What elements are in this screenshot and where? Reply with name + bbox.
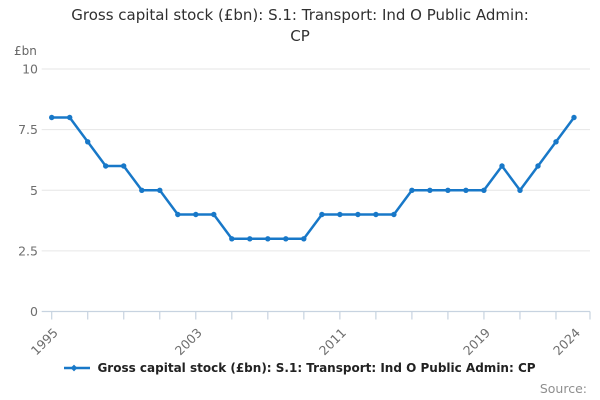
x-tick-label: 2011 — [316, 325, 349, 358]
data-point — [301, 236, 307, 242]
y-tick-label: 10 — [22, 62, 38, 77]
data-point — [67, 114, 73, 121]
legend-line-marker-icon — [64, 364, 91, 372]
data-point — [49, 114, 55, 121]
x-tick-label: 2019 — [460, 325, 493, 358]
x-tick-label: 2024 — [550, 325, 583, 358]
y-tick-label: 5 — [30, 183, 38, 198]
data-point — [265, 236, 271, 242]
legend[interactable]: Gross capital stock (£bn): S.1: Transpor… — [0, 361, 600, 375]
data-point — [139, 187, 145, 193]
data-point — [85, 139, 91, 145]
data-point — [463, 187, 469, 193]
data-point — [355, 211, 361, 218]
data-point — [481, 187, 487, 193]
data-point — [517, 187, 523, 193]
data-point — [211, 211, 217, 218]
data-point — [247, 236, 253, 242]
data-point — [283, 236, 289, 242]
y-axis-unit-label: £bn — [14, 44, 37, 58]
data-point — [157, 187, 163, 193]
data-point — [337, 211, 343, 218]
series-line — [50, 116, 576, 241]
data-point — [445, 187, 451, 193]
data-point — [175, 211, 181, 218]
data-point — [121, 163, 127, 169]
source-label: Source: — [539, 381, 587, 396]
legend-label: Gross capital stock (£bn): S.1: Transpor… — [97, 361, 536, 375]
x-tick-label: 2003 — [172, 325, 205, 358]
data-point — [229, 236, 235, 242]
x-tick-label: 1995 — [28, 325, 61, 358]
data-point — [373, 211, 379, 218]
data-point — [427, 187, 433, 193]
data-point — [103, 163, 109, 169]
data-point — [319, 211, 325, 218]
data-point — [391, 211, 397, 218]
data-point — [499, 163, 505, 169]
data-point — [553, 139, 559, 145]
data-point — [535, 163, 541, 169]
y-tick-label: 0 — [30, 304, 38, 319]
data-point — [409, 187, 415, 193]
data-point — [571, 114, 577, 121]
data-point — [193, 211, 199, 218]
chart-title: Gross capital stock (£bn): S.1: Transpor… — [71, 6, 529, 45]
line-chart: 0 2.5 5 7.5 10 1995 2003 2011 2019 2024 — [18, 62, 591, 358]
y-tick-label: 7.5 — [18, 122, 38, 137]
y-tick-label: 2.5 — [18, 243, 38, 258]
